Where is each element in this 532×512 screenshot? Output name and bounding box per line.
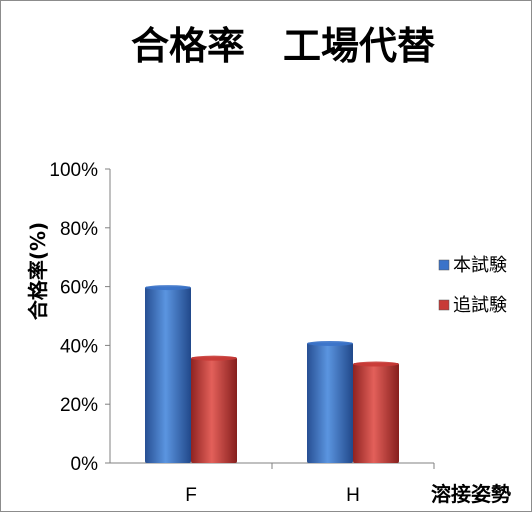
chart-title: 合格率 工場代替 [131, 24, 435, 68]
x-tick-label: F [185, 485, 197, 506]
x-axis-title: 溶接姿勢 [431, 482, 511, 506]
bar-h-series-2 [353, 363, 399, 463]
x-tick-label: H [346, 485, 360, 506]
bar-top-cap [191, 355, 237, 361]
bar-f-series-2 [191, 357, 237, 463]
y-axis-title: 合格率(%) [26, 222, 50, 320]
bar-top-cap [307, 340, 353, 346]
bar-top-cap [353, 361, 399, 367]
y-tick-label: 60% [60, 278, 98, 299]
legend-swatch-1 [438, 259, 450, 271]
y-tick-label: 20% [60, 395, 98, 416]
y-tick-label: 40% [60, 336, 98, 357]
bar-top-cap [145, 285, 191, 291]
y-tick-label: 0% [71, 454, 99, 475]
y-axis-ticks: 0% 20% 40% 60% 80% 100% [49, 160, 110, 475]
legend-swatch-2 [438, 299, 450, 311]
bars-group [145, 285, 399, 463]
y-tick-label: 100% [49, 160, 98, 181]
legend-label-1: 本試験 [453, 255, 507, 276]
legend-label-2: 追試験 [453, 295, 507, 316]
bar-f-series-1 [145, 286, 191, 463]
y-tick-label: 80% [60, 219, 98, 240]
bar-h-series-1 [307, 342, 353, 463]
